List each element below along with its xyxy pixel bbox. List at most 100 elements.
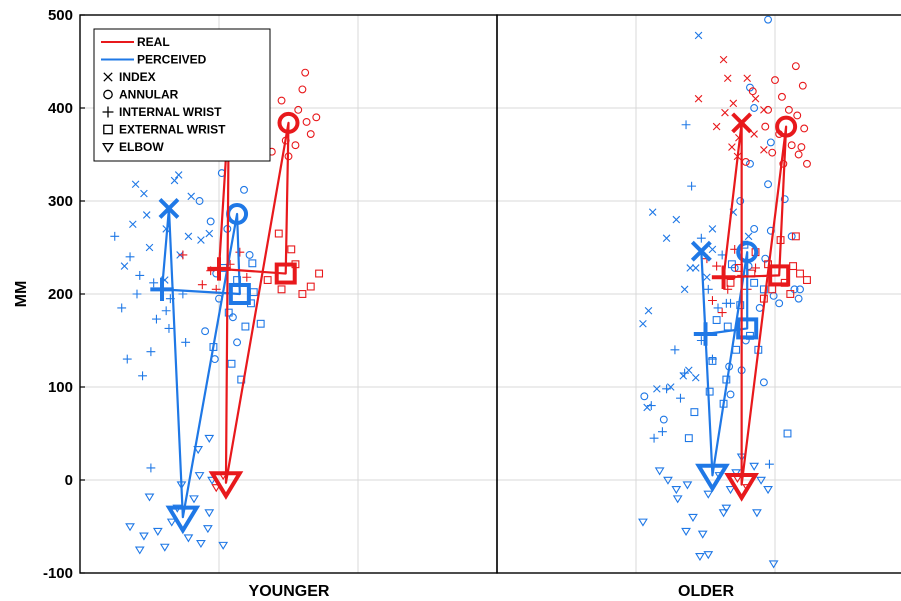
scatter-point-real-annular [761, 122, 770, 131]
scatter-point-real-index [728, 143, 736, 151]
scatter-point-real-annular [312, 113, 321, 122]
scatter-point-real-external-wrist [306, 282, 315, 291]
scatter-point-perceived-index [691, 373, 700, 382]
scatter-point-perceived-annular [736, 197, 745, 205]
y-tick-label: 300 [48, 193, 73, 210]
scatter-point-perceived-internal-wrist [164, 323, 174, 333]
scatter-point-real-index [750, 130, 758, 138]
legend-marker-annular [103, 89, 113, 100]
scatter-point-perceived-index [129, 220, 137, 229]
scatter-point-perceived-elbow [688, 513, 698, 523]
scatter-point-real-annular [294, 105, 303, 114]
scatter-point-perceived-external-wrist [712, 316, 721, 324]
scatter-point-perceived-elbow [695, 552, 705, 562]
scatter-point-perceived-internal-wrist [125, 252, 135, 262]
scatter-point-perceived-external-wrist [750, 278, 759, 287]
scatter-point-real-internal-wrist [242, 272, 252, 282]
scatter-point-perceived-internal-wrist [713, 303, 723, 313]
scatter-point-perceived-elbow [663, 476, 673, 485]
scatter-point-perceived-index [170, 176, 179, 185]
scatter-point-perceived-elbow [207, 476, 217, 485]
scatter-point-perceived-internal-wrist [181, 337, 191, 347]
scatter-point-real-annular [748, 87, 757, 96]
scatter-point-real-annular [793, 111, 802, 120]
scatter-point-real-index [719, 55, 728, 64]
scatter-point-perceived-index [662, 234, 671, 242]
scatter-point-real-internal-wrist [708, 296, 717, 305]
scatter-point-perceived-internal-wrist [726, 298, 735, 308]
scatter-point-perceived-index [120, 262, 129, 270]
scatter-point-real-external-wrist [803, 276, 811, 284]
legend-label: INTERNAL WRIST [119, 105, 222, 119]
scatter-point-perceived-annular [796, 285, 804, 294]
scatter-point-perceived-external-wrist [241, 322, 250, 331]
scatter-point-perceived-index [142, 211, 151, 219]
scatter-point-real-external-wrist [791, 232, 800, 241]
scatter-point-perceived-index [131, 180, 140, 189]
scatter-point-real-annular [787, 141, 796, 150]
legend-marker-elbow [102, 142, 114, 153]
scatter-point-perceived-annular [640, 392, 649, 401]
scatter-point-perceived-external-wrist [248, 259, 257, 268]
scatter-point-perceived-elbow [638, 518, 648, 527]
mean-marker-real-elbow [208, 471, 244, 500]
scatter-point-perceived-internal-wrist [662, 384, 671, 394]
scatter-point-real-elbow [211, 484, 222, 493]
legend: REAL PERCEIVED INDEX ANNULAR INTERNAL WRIST E… [93, 28, 271, 162]
mean-marker-perceived-external-wrist [736, 317, 759, 340]
scatter-point-perceived-elbow [144, 493, 155, 502]
scatter-point-perceived-internal-wrist [110, 231, 120, 241]
scatter-point-real-annular [277, 96, 286, 105]
legend-marker-external-wrist [103, 124, 113, 135]
scatter-point-perceived-internal-wrist [122, 354, 132, 364]
scatter-point-perceived-annular [766, 138, 775, 147]
scatter-point-perceived-external-wrist [256, 319, 265, 328]
y-tick-label: -100 [43, 565, 73, 582]
scatter-point-real-index [694, 94, 703, 103]
scatter-point-perceived-internal-wrist [681, 120, 691, 130]
scatter-point-perceived-index [708, 245, 717, 254]
scatter-point-real-external-wrist [274, 229, 283, 238]
scatter-point-perceived-index [708, 225, 717, 233]
scatter-point-perceived-internal-wrist [657, 427, 667, 437]
scatter-point-perceived-index [694, 31, 703, 40]
scatter-point-real-annular [803, 159, 811, 168]
scatter-point-perceived-external-wrist [227, 359, 236, 368]
scatter-point-perceived-elbow [671, 486, 682, 495]
legend-label: INDEX [119, 70, 156, 84]
scatter-point-real-external-wrist [726, 278, 735, 287]
scatter-point-perceived-internal-wrist [676, 393, 685, 403]
scatter-point-perceived-annular [787, 232, 796, 241]
scatter-point-real-external-wrist [287, 245, 296, 254]
mean-outline-real [217, 111, 290, 484]
scatter-point-perceived-index [145, 243, 154, 252]
scatter-point-perceived-index [744, 232, 753, 241]
scatter-point-real-index [721, 108, 729, 117]
scatter-point-perceived-elbow [697, 530, 708, 539]
scatter-point-perceived-internal-wrist [152, 314, 161, 324]
scatter-point-perceived-elbow [721, 504, 732, 513]
legend-box [93, 28, 271, 162]
scatter-point-perceived-annular [240, 185, 248, 194]
scatter-point-perceived-elbow [166, 518, 177, 527]
panel-label-younger: YOUNGER [249, 583, 330, 600]
mean-outline-perceived [700, 250, 749, 477]
mean-marker-real-external-wrist [274, 262, 297, 285]
scatter-point-perceived-index [644, 306, 653, 315]
scatter-point-perceived-elbow [218, 541, 229, 550]
scatter-point-perceived-elbow [718, 509, 729, 518]
scatter-point-real-index [729, 99, 738, 108]
scatter-point-real-internal-wrist [751, 263, 760, 273]
scatter-point-real-internal-wrist [235, 247, 245, 257]
scatter-point-perceived-index [691, 264, 700, 272]
scatter-point-perceived-external-wrist [684, 434, 693, 443]
scatter-point-perceived-annular [233, 338, 242, 347]
scatter-point-perceived-annular [195, 197, 204, 205]
scatter-point-real-index [712, 122, 721, 131]
scatter-point-perceived-annular [659, 415, 668, 424]
scatter-point-real-index [723, 74, 732, 83]
mean-marker-real-internal-wrist [207, 257, 231, 281]
y-axis-label: MM [13, 281, 30, 308]
scatter-point-perceived-annular [746, 159, 754, 168]
scatter-point-perceived-external-wrist [690, 408, 699, 417]
